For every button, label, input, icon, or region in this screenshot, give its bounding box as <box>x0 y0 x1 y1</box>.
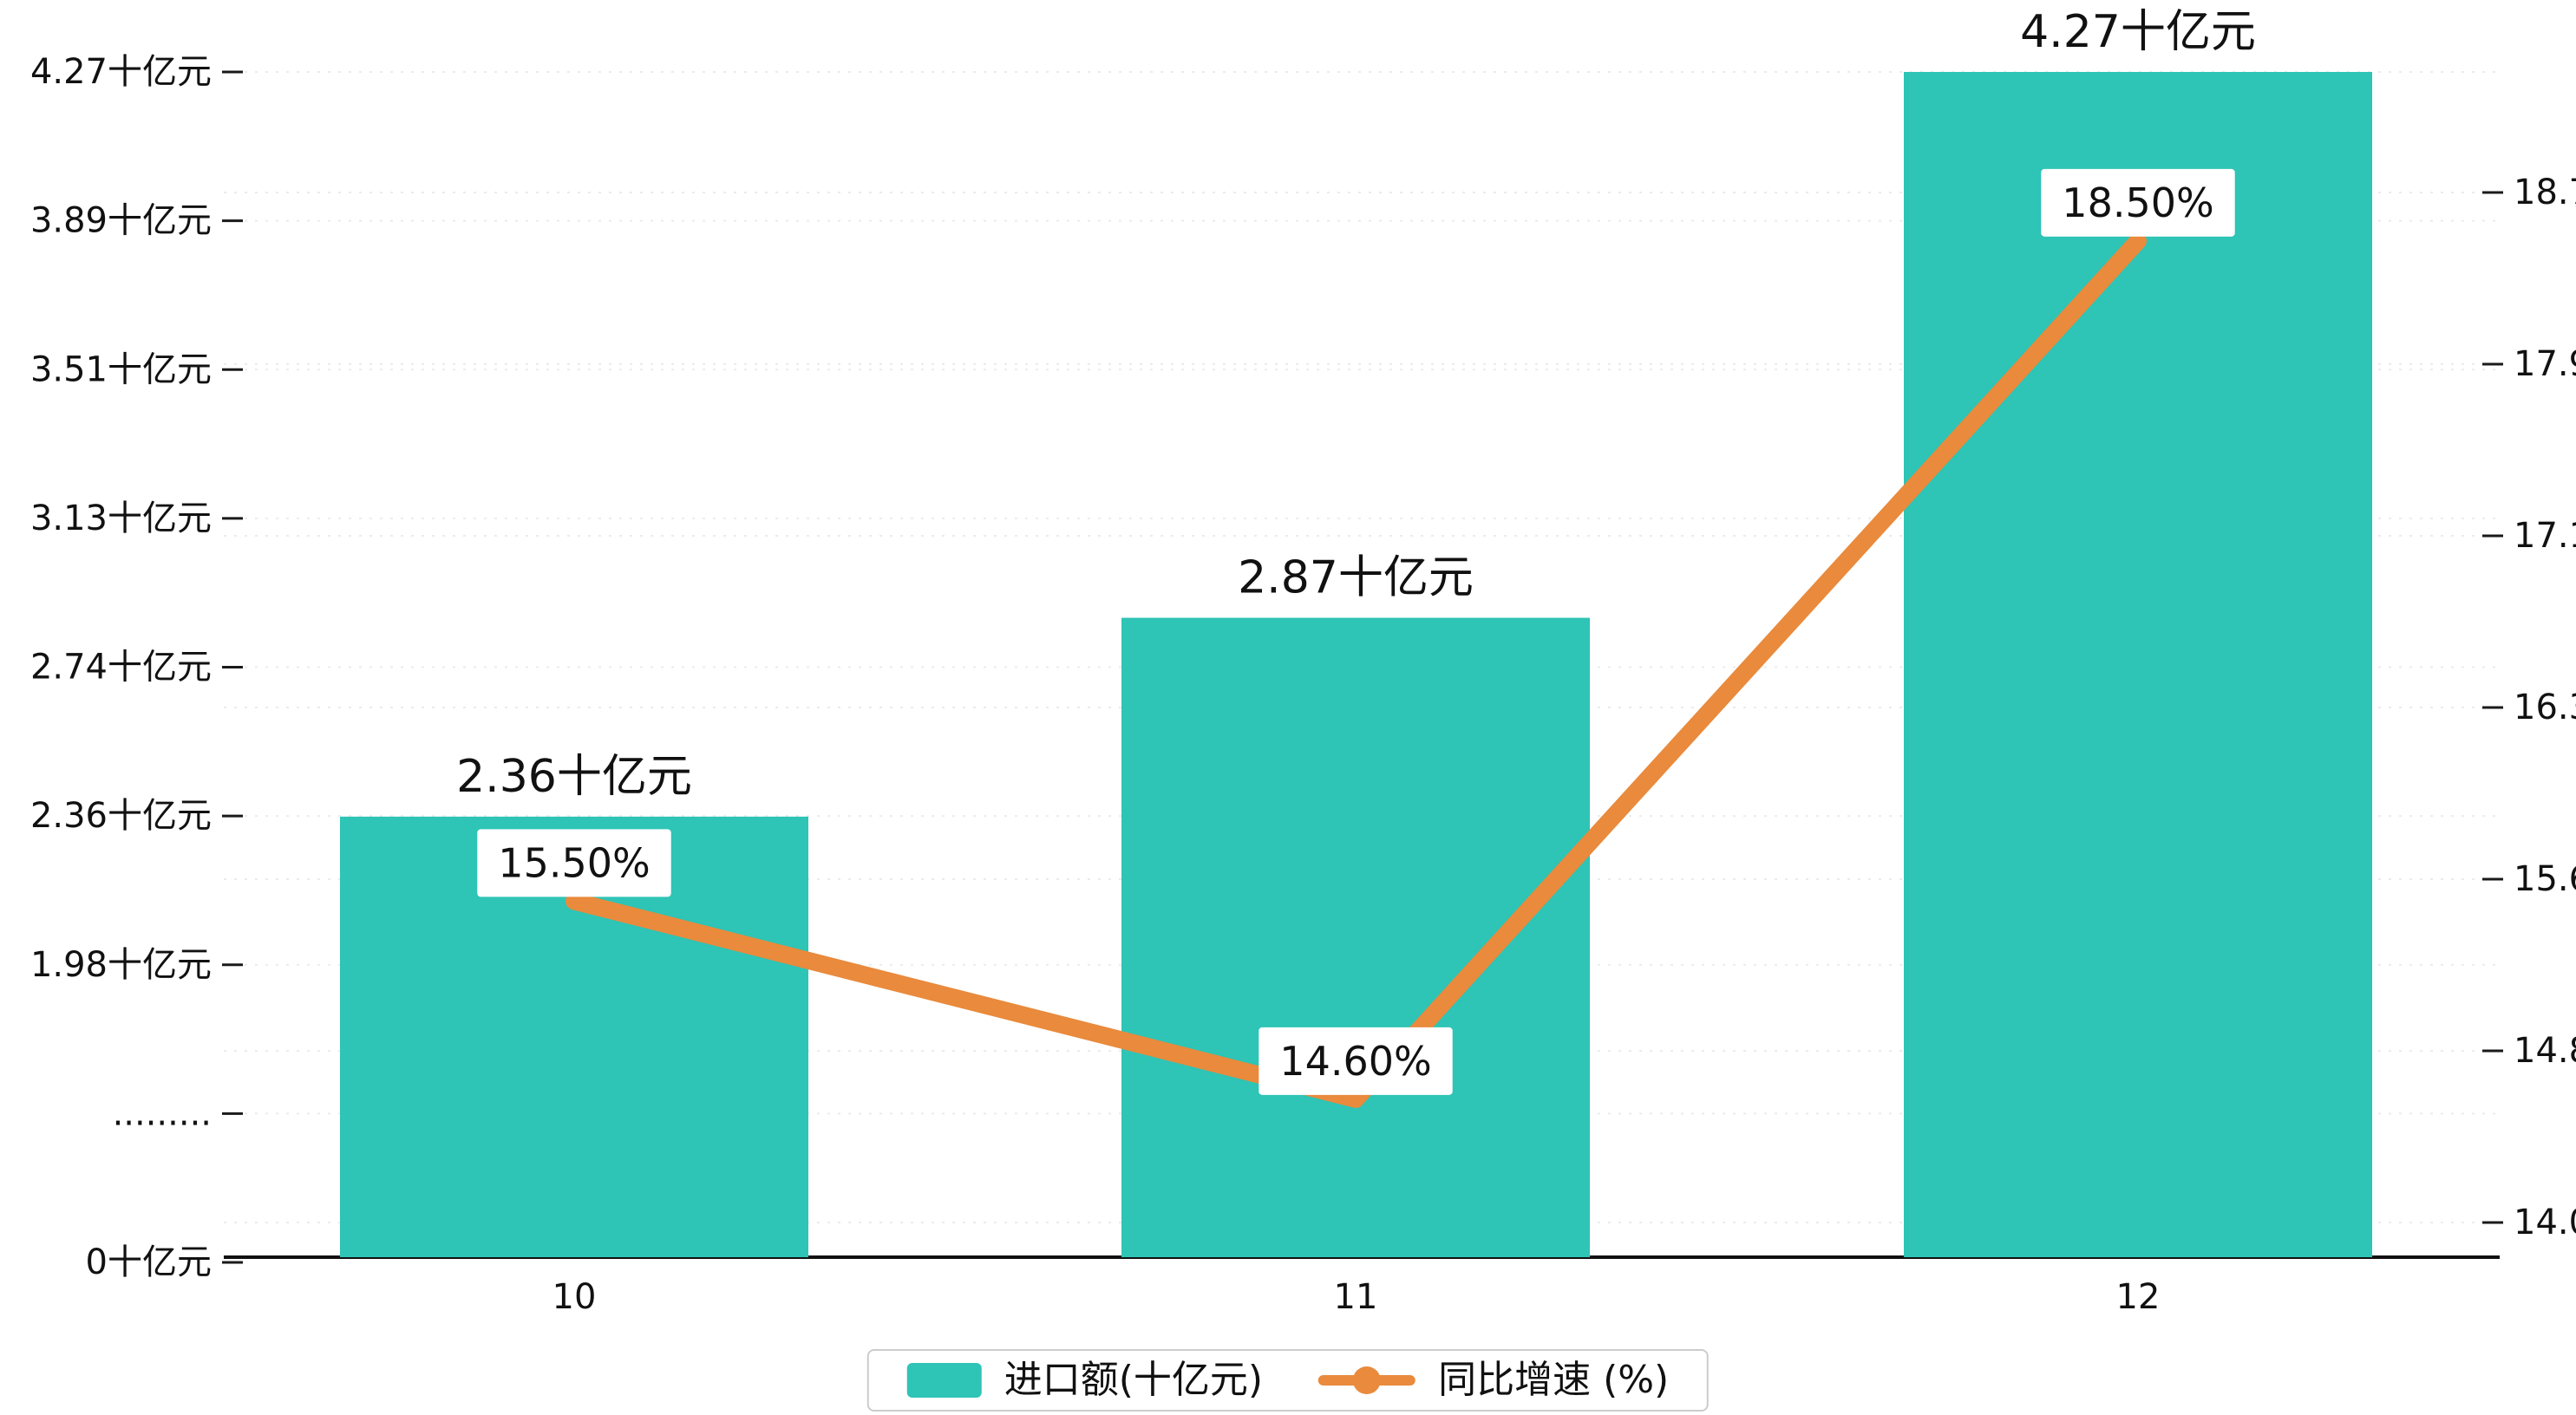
left-axis-tick-label: 0十亿元 <box>86 1242 212 1282</box>
right-axis-tick-label: 16.38 <box>2514 688 2576 727</box>
svg-text:18.50%: 18.50% <box>2062 179 2213 226</box>
line-swatch-dot-icon <box>1353 1366 1382 1394</box>
right-axis-tick-label: 17.94 <box>2514 344 2576 384</box>
x-axis-category-label: 10 <box>552 1277 597 1317</box>
bar-month-11 <box>1121 617 1590 1257</box>
bar-value-label: 2.87十亿元 <box>1217 541 1494 615</box>
growth-value-label: 18.50% <box>2041 168 2235 237</box>
left-axis-tick-label: 3.89十亿元 <box>30 201 212 241</box>
legend-label-imports: 进口额(十亿元) <box>1004 1358 1264 1402</box>
bar-value-label: 4.27十亿元 <box>1999 0 2277 68</box>
legend-label-growth: 同比增速 (%) <box>1438 1358 1670 1402</box>
left-axis-tick-label: 3.51十亿元 <box>30 349 212 389</box>
legend-item-imports: 进口额(十亿元) <box>906 1358 1264 1402</box>
x-axis-category-label: 12 <box>2116 1277 2161 1317</box>
svg-text:2.36十亿元: 2.36十亿元 <box>456 751 692 803</box>
svg-text:2.87十亿元: 2.87十亿元 <box>1238 552 1474 604</box>
svg-text:14.60%: 14.60% <box>1279 1038 1431 1085</box>
right-axis-tick-label: 17.16 <box>2514 516 2576 556</box>
x-axis-category-label: 11 <box>1334 1277 1378 1317</box>
growth-value-label: 15.50% <box>477 829 671 897</box>
legend: 进口额(十亿元) 同比增速 (%) <box>866 1349 1710 1412</box>
growth-line <box>566 231 2147 1108</box>
right-axis-tick-label: 14.82 <box>2514 1031 2576 1071</box>
left-axis-tick-label: 3.13十亿元 <box>30 499 212 538</box>
left-axis-tick-label: ......... <box>113 1093 212 1133</box>
right-axis-tick-label: 18.72 <box>2514 173 2576 212</box>
growth-value-label: 14.60% <box>1259 1027 1453 1095</box>
left-axis-tick-label: 4.27十亿元 <box>30 52 212 92</box>
svg-text:4.27十亿元: 4.27十亿元 <box>2020 6 2256 58</box>
bar-value-label: 2.36十亿元 <box>435 740 713 813</box>
left-axis-tick-label: 1.98十亿元 <box>30 945 212 985</box>
legend-item-growth: 同比增速 (%) <box>1318 1361 1669 1399</box>
right-axis-tick-label: 14.04 <box>2514 1203 2576 1242</box>
bar-swatch-icon <box>906 1363 982 1398</box>
left-axis-tick-label: 2.74十亿元 <box>30 648 212 688</box>
svg-text:15.50%: 15.50% <box>498 839 650 886</box>
right-axis-tick-label: 15.60 <box>2514 859 2576 899</box>
left-axis-tick-label: 2.36十亿元 <box>30 796 212 836</box>
line-swatch-icon <box>1318 1366 1416 1394</box>
bar-month-12 <box>1904 72 2372 1257</box>
